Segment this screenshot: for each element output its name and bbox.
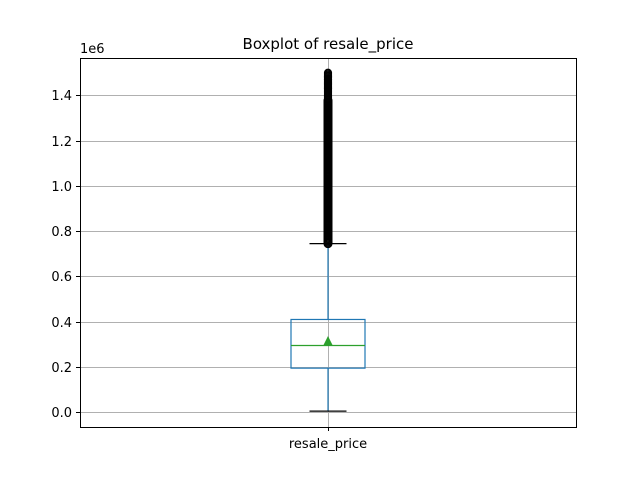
outlier-point [323,79,333,89]
y-tick-label: 0.4 [51,316,72,331]
outlier-point [323,72,333,81]
iqr-box [290,318,366,369]
x-tick-label: resale_price [289,437,367,452]
outlier-point [323,84,333,93]
y-tick-label: 0.6 [51,270,72,285]
y-tick-label: 1.0 [51,180,72,195]
outlier-point [323,68,333,77]
chart-title: Boxplot of resale_price [243,35,414,54]
axis-ticks: 0.0 0.2 0.4 0.6 0.8 1.0 1.2 1.4 resale_price [51,89,367,452]
y-scale-label: 1e6 [80,42,105,57]
y-tick-label: 1.4 [51,89,72,104]
box-group [290,68,366,412]
mean-marker [323,335,333,345]
plot-frame [80,58,577,428]
y-tick-label: 1.2 [51,135,72,150]
y-tick-label: 0.2 [51,361,72,376]
y-tick-label: 0.0 [51,406,72,421]
y-tick-label: 0.8 [51,225,72,240]
